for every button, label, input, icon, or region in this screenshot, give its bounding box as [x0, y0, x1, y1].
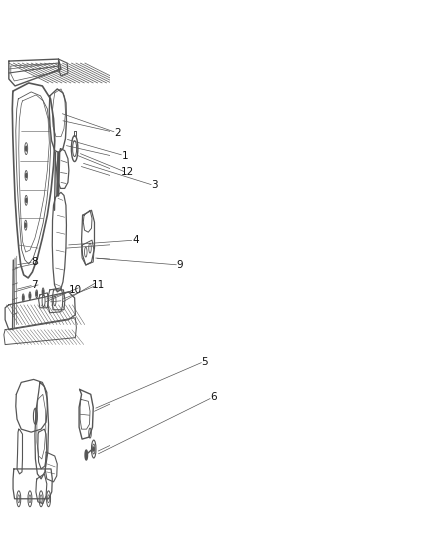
Circle shape	[26, 198, 27, 203]
Text: 6: 6	[210, 392, 217, 402]
Circle shape	[93, 447, 94, 451]
Circle shape	[25, 146, 27, 151]
Text: 2: 2	[114, 128, 121, 138]
Text: 11: 11	[92, 280, 105, 290]
Text: 10: 10	[69, 285, 82, 295]
Circle shape	[85, 450, 88, 460]
Circle shape	[23, 296, 24, 300]
Text: 7: 7	[32, 280, 38, 290]
Circle shape	[26, 173, 27, 177]
Circle shape	[25, 223, 26, 227]
Text: 9: 9	[177, 260, 184, 270]
Text: 5: 5	[201, 357, 208, 367]
Circle shape	[29, 294, 30, 298]
Text: 4: 4	[132, 235, 139, 245]
Text: 12: 12	[121, 167, 134, 177]
Text: 8: 8	[32, 257, 38, 267]
Circle shape	[42, 290, 44, 294]
Text: 3: 3	[152, 181, 158, 190]
Text: 1: 1	[122, 151, 128, 160]
Circle shape	[36, 292, 37, 296]
